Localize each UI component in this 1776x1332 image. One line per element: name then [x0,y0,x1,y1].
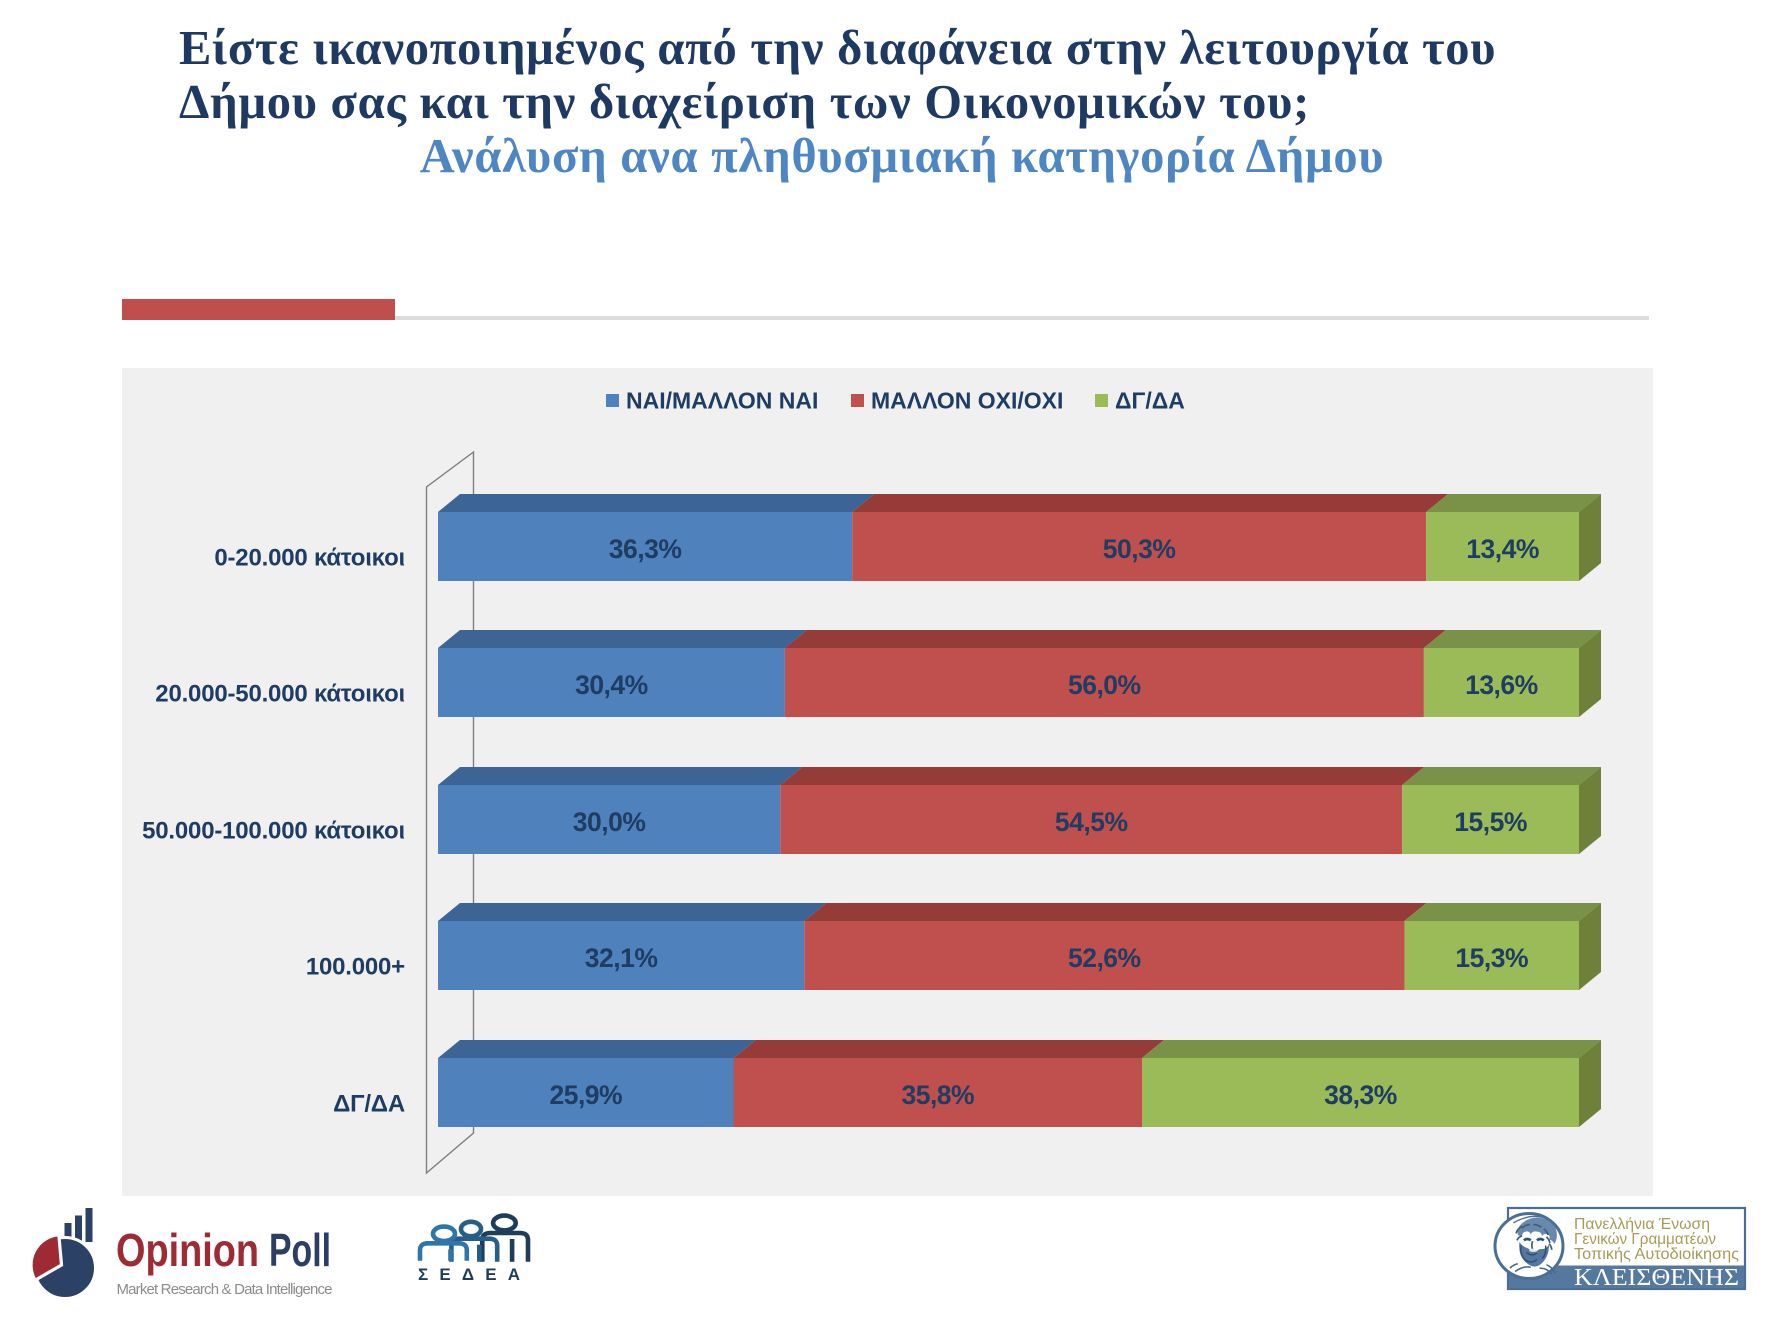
svg-text:ΔΓ/ΔΑ: ΔΓ/ΔΑ [1115,388,1185,414]
svg-text:36,3%: 36,3% [609,534,682,564]
svg-text:52,6%: 52,6% [1068,943,1141,973]
svg-text:13,6%: 13,6% [1465,670,1538,700]
svg-text:56,0%: 56,0% [1068,670,1141,700]
svg-text:Γενικών Γραμματέων: Γενικών Γραμματέων [1574,1231,1716,1248]
svg-text:50,3%: 50,3% [1103,534,1176,564]
svg-text:25,9%: 25,9% [549,1080,622,1110]
svg-text:32,1%: 32,1% [585,943,658,973]
svg-text:0-20.000 κάτοικοι: 0-20.000 κάτοικοι [214,545,405,572]
svg-text:Opinion: Opinion [116,1224,259,1276]
svg-text:38,3%: 38,3% [1324,1080,1397,1110]
svg-text:35,8%: 35,8% [901,1080,974,1110]
svg-text:ΝΑΙ/ΜΑΛΛΟΝ ΝΑΙ: ΝΑΙ/ΜΑΛΛΟΝ ΝΑΙ [626,388,818,414]
svg-text:ΚΛΕΙΣΘΕΝΗΣ: ΚΛΕΙΣΘΕΝΗΣ [1574,1265,1739,1291]
svg-text:Πανελλήνια Ένωση: Πανελλήνια Ένωση [1574,1216,1710,1233]
svg-text:Poll: Poll [269,1224,331,1276]
svg-text:15,5%: 15,5% [1454,807,1527,837]
svg-text:30,0%: 30,0% [573,807,646,837]
svg-text:50.000-100.000 κάτοικοι: 50.000-100.000 κάτοικοι [142,818,405,845]
svg-text:Market Research & Data Intelli: Market Research & Data Intelligence [117,1281,333,1298]
svg-text:Τοπικής Αυτοδιοίκησης: Τοπικής Αυτοδιοίκησης [1574,1246,1739,1263]
svg-text:13,4%: 13,4% [1466,534,1539,564]
svg-text:100.000+: 100.000+ [306,954,405,981]
svg-text:30,4%: 30,4% [575,670,648,700]
svg-text:ΜΑΛΛΟΝ ΟΧΙ/ΟΧΙ: ΜΑΛΛΟΝ ΟΧΙ/ΟΧΙ [871,388,1063,414]
svg-text:15,3%: 15,3% [1455,943,1528,973]
svg-text:54,5%: 54,5% [1055,807,1128,837]
svg-text:ΣΕΔΕΑ: ΣΕΔΕΑ [418,1265,520,1284]
svg-text:20.000-50.000 κάτοικοι: 20.000-50.000 κάτοικοι [155,681,405,708]
svg-text:ΔΓ/ΔΑ: ΔΓ/ΔΑ [333,1091,405,1118]
